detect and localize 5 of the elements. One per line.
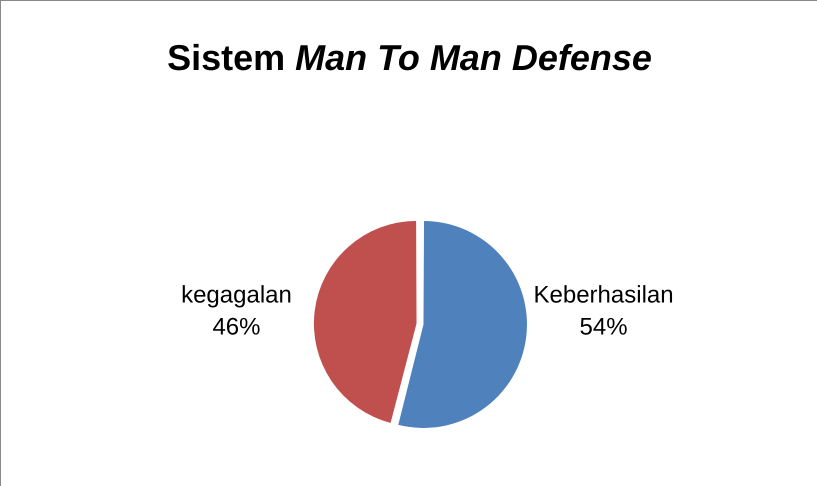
chart-title: Sistem Man To Man Defense [166, 37, 653, 79]
slice-label: kegagalan [181, 282, 292, 309]
data-label: 54% [580, 314, 628, 341]
slice-label: Keberhasilan [533, 282, 674, 309]
data-label: 46% [212, 314, 260, 341]
